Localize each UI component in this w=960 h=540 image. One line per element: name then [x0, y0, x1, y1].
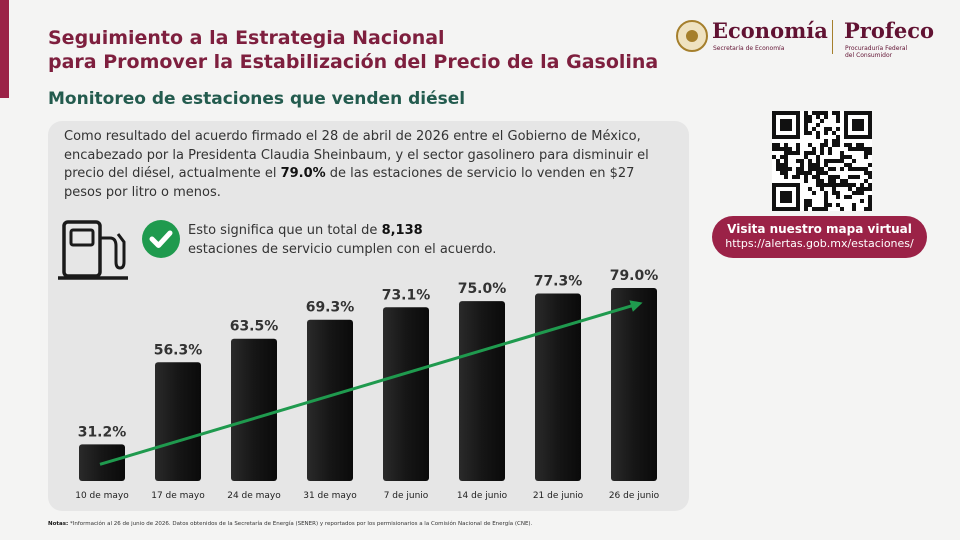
fuel-pump-icon	[58, 220, 128, 280]
visit-map-url[interactable]: https://alertas.gob.mx/estaciones/	[725, 237, 914, 250]
mexico-seal-icon	[676, 20, 708, 52]
content-card	[48, 121, 689, 511]
visit-map-title: Visita nuestro mapa virtual	[727, 222, 912, 236]
x-tick-label: 17 de mayo	[151, 491, 205, 501]
bar	[307, 319, 353, 481]
bar-value-label: 69.3%	[306, 300, 355, 316]
bar-value-label: 56.3%	[154, 342, 203, 358]
x-tick-label: 7 de junio	[384, 491, 429, 501]
bar-value-label: 75.0%	[458, 281, 507, 297]
x-tick-label: 31 de mayo	[303, 491, 357, 501]
footnote-label: Notas:	[48, 521, 69, 527]
agreement-highlight: 8,138	[381, 223, 423, 238]
bar	[231, 338, 277, 481]
bar	[535, 293, 581, 481]
logo-divider	[832, 20, 833, 54]
profeco-sub-line1: Procuraduría Federal	[845, 45, 908, 52]
x-tick-label: 26 de junio	[609, 491, 660, 501]
visit-map-button[interactable]: Visita nuestro mapa virtual https://aler…	[712, 216, 927, 258]
footnote: Notas: *Información al 26 de junio de 20…	[48, 521, 532, 527]
intro-paragraph: Como resultado del acuerdo firmado el 28…	[64, 128, 676, 202]
page-title-line1: Seguimiento a la Estrategia Nacional	[48, 27, 445, 49]
x-tick-label: 21 de junio	[533, 491, 584, 501]
profeco-logo-sub: Procuraduría Federal del Consumidor	[845, 45, 945, 59]
intro-text-before: Como resultado del acuerdo firmado el 28…	[64, 129, 649, 181]
bar-value-label: 31.2%	[78, 424, 127, 440]
footnote-text: *Información al 26 de junio de 2026. Dat…	[68, 521, 533, 527]
economia-logo-sub: Secretaría de Economía	[713, 45, 785, 52]
agreement-text-before: Esto significa que un total de	[188, 223, 382, 238]
bar	[459, 301, 505, 481]
profeco-logo-name: Profeco	[844, 18, 935, 43]
intro-highlight: 79.0%	[280, 166, 326, 181]
trend-arrow	[99, 300, 643, 466]
section-subtitle: Monitoreo de estaciones que venden diése…	[48, 89, 466, 109]
page-title: Seguimiento a la Estrategia Nacional par…	[48, 26, 658, 74]
profeco-sub-line2: del Consumidor	[845, 52, 893, 59]
bar	[383, 307, 429, 481]
bar	[611, 288, 657, 481]
x-tick-label: 24 de mayo	[227, 491, 281, 501]
intro-text-after: de las estaciones de servicio lo venden …	[64, 166, 635, 200]
economia-logo-name: Economía	[712, 18, 828, 43]
x-tick-label: 10 de mayo	[75, 491, 129, 501]
bar	[155, 362, 201, 481]
accent-strip	[0, 0, 9, 98]
agreement-text: Esto significa que un total de 8,138 esta…	[188, 222, 518, 259]
bar-value-label: 63.5%	[230, 319, 279, 335]
header-logos: Economía Secretaría de Economía Profeco …	[676, 18, 946, 60]
qr-code[interactable]	[772, 111, 872, 211]
page-title-line2: para Promover la Estabilización del Prec…	[48, 51, 659, 73]
x-tick-label: 14 de junio	[457, 491, 508, 501]
bar-value-label: 73.1%	[382, 287, 431, 303]
check-circle-icon	[142, 220, 180, 258]
bar-value-label: 79.0%	[610, 268, 659, 284]
bar-chart: 31.2% 10 de mayo 56.3% 17 de mayo 63.5% 24 de…	[75, 268, 660, 501]
agreement-text-after: estaciones de servicio cumplen con el ac…	[188, 241, 497, 257]
bar-value-label: 77.3%	[534, 274, 583, 290]
